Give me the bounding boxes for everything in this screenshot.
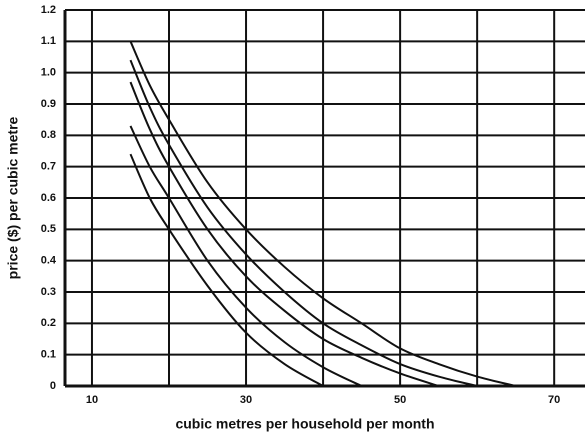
y-tick-label: 1.1 xyxy=(41,35,56,47)
y-tick-label: 1.0 xyxy=(41,67,56,79)
y-tick-label: 0 xyxy=(50,380,56,392)
x-tick-label: 50 xyxy=(394,394,406,406)
curve xyxy=(129,59,478,387)
y-axis-label: price ($) per cubic metre xyxy=(5,116,21,279)
y-tick-label: 0.9 xyxy=(41,98,56,110)
y-tick-label: 0.5 xyxy=(41,223,56,235)
curve xyxy=(129,125,363,387)
y-tick-label: 0.4 xyxy=(41,255,57,267)
curve xyxy=(129,40,516,387)
y-tick-label: 0.1 xyxy=(41,349,56,361)
x-axis-label: cubic metres per household per month xyxy=(175,416,434,432)
y-tick-label: 0.3 xyxy=(41,286,56,298)
y-tick-label: 1.2 xyxy=(41,4,56,16)
y-tick-label: 0.2 xyxy=(41,317,56,329)
y-tick-label: 0.8 xyxy=(41,129,56,141)
y-tick-label: 0.6 xyxy=(41,192,56,204)
y-tick-label: 0.7 xyxy=(41,161,56,173)
x-tick-label: 70 xyxy=(548,394,560,406)
x-tick-label: 10 xyxy=(86,394,98,406)
curve xyxy=(129,153,324,387)
curve xyxy=(129,81,439,387)
x-tick-label: 30 xyxy=(240,394,252,406)
